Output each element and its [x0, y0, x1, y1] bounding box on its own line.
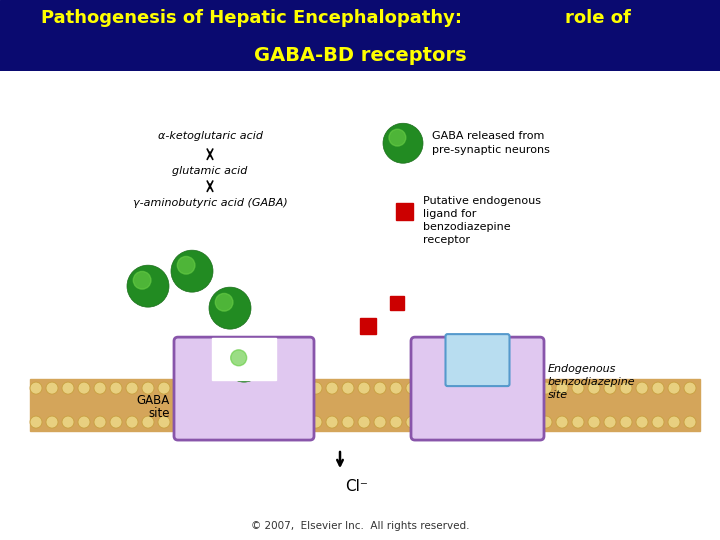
Bar [395, 202, 413, 220]
Circle shape [406, 416, 418, 428]
Text: benzodiazepine: benzodiazepine [423, 222, 510, 232]
Text: Putative endogenous: Putative endogenous [423, 196, 541, 206]
Circle shape [636, 416, 648, 428]
Circle shape [230, 350, 247, 366]
Circle shape [326, 416, 338, 428]
Circle shape [225, 344, 263, 382]
Circle shape [78, 416, 90, 428]
Circle shape [684, 416, 696, 428]
Text: ligand for: ligand for [423, 209, 477, 219]
Circle shape [620, 382, 632, 394]
Text: Cl⁻: Cl⁻ [345, 478, 368, 494]
Circle shape [110, 382, 122, 394]
Circle shape [684, 382, 696, 394]
Bar [469, 347, 485, 363]
Circle shape [390, 416, 402, 428]
Circle shape [177, 256, 195, 274]
Text: © 2007,  Elsevier Inc.  All rights reserved.: © 2007, Elsevier Inc. All rights reserve… [251, 521, 469, 531]
Circle shape [171, 250, 213, 292]
Circle shape [389, 129, 406, 146]
FancyBboxPatch shape [446, 334, 510, 386]
Circle shape [572, 416, 584, 428]
Circle shape [358, 382, 370, 394]
Text: GABA released from: GABA released from [432, 131, 544, 141]
Circle shape [652, 382, 664, 394]
Circle shape [668, 382, 680, 394]
Circle shape [126, 416, 138, 428]
Circle shape [215, 293, 233, 311]
Circle shape [556, 382, 568, 394]
Circle shape [142, 382, 154, 394]
Circle shape [30, 416, 42, 428]
Circle shape [604, 416, 616, 428]
Circle shape [30, 382, 42, 394]
Circle shape [374, 382, 386, 394]
Text: glutamic acid: glutamic acid [172, 166, 248, 176]
Text: γ-aminobutyric acid (GABA): γ-aminobutyric acid (GABA) [132, 198, 287, 208]
Circle shape [94, 382, 106, 394]
Circle shape [604, 382, 616, 394]
Circle shape [326, 382, 338, 394]
Circle shape [668, 416, 680, 428]
Text: site: site [148, 407, 170, 420]
Circle shape [374, 416, 386, 428]
Circle shape [126, 382, 138, 394]
Circle shape [62, 382, 74, 394]
Circle shape [406, 382, 418, 394]
Bar [390, 296, 404, 310]
Circle shape [620, 416, 632, 428]
Circle shape [342, 416, 354, 428]
Circle shape [110, 416, 122, 428]
Circle shape [588, 416, 600, 428]
Circle shape [158, 382, 170, 394]
Circle shape [127, 265, 169, 307]
Circle shape [390, 382, 402, 394]
Circle shape [158, 416, 170, 428]
Bar [540, 379, 700, 431]
Circle shape [540, 382, 552, 394]
Circle shape [46, 416, 58, 428]
Text: benzodiazepine: benzodiazepine [548, 377, 636, 387]
Text: Endogenous: Endogenous [548, 364, 616, 374]
Text: Pathogenesis of Hepatic Encephalopathy:: Pathogenesis of Hepatic Encephalopathy: [42, 9, 462, 27]
Circle shape [94, 416, 106, 428]
Circle shape [133, 272, 151, 289]
Circle shape [62, 416, 74, 428]
Circle shape [556, 416, 568, 428]
Circle shape [636, 382, 648, 394]
Bar [30, 379, 178, 431]
Text: pre-synaptic neurons: pre-synaptic neurons [432, 145, 550, 155]
Text: receptor: receptor [423, 235, 470, 245]
Bar [212, 338, 276, 380]
Text: α-ketoglutaric acid: α-ketoglutaric acid [158, 131, 263, 141]
Text: GABA: GABA [137, 394, 170, 407]
Circle shape [209, 287, 251, 329]
Circle shape [78, 382, 90, 394]
Circle shape [310, 416, 322, 428]
Text: site: site [548, 390, 568, 400]
FancyBboxPatch shape [411, 337, 544, 440]
Text: role of: role of [564, 9, 631, 27]
Circle shape [540, 416, 552, 428]
Circle shape [46, 382, 58, 394]
Circle shape [383, 123, 423, 163]
Circle shape [358, 416, 370, 428]
Bar [310, 379, 415, 431]
Circle shape [310, 382, 322, 394]
Circle shape [652, 416, 664, 428]
Circle shape [588, 382, 600, 394]
Circle shape [572, 382, 584, 394]
Circle shape [142, 416, 154, 428]
Text: GABA-BD receptors: GABA-BD receptors [253, 46, 467, 65]
FancyBboxPatch shape [174, 337, 314, 440]
Circle shape [342, 382, 354, 394]
Bar [360, 318, 376, 334]
